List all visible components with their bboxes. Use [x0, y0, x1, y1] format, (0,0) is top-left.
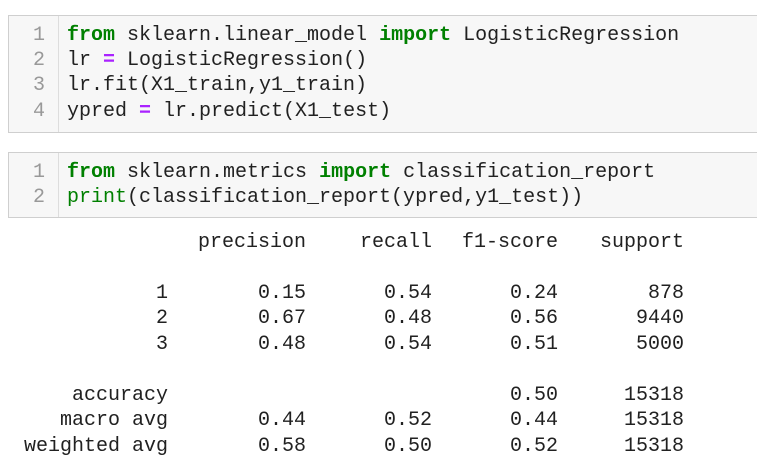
code-token: print [67, 186, 128, 209]
code-line: 4 ypred = lr.predict(X1_test) [9, 99, 757, 124]
header-recall: recall [359, 231, 432, 254]
report-precision-value: 0.44 [257, 409, 306, 432]
line-number: 2 [32, 49, 45, 72]
report-recall-value: 0.50 [383, 435, 432, 458]
report-f1-value: 0.24 [509, 282, 558, 305]
report-f1-value: 0.52 [509, 435, 558, 458]
code-text: print(classification_report(ypred,y1_tes… [67, 185, 583, 210]
code-cell-2[interactable]: 1 from sklearn.metrics import classificat… [8, 152, 757, 218]
code-line: 2 lr = LogisticRegression() [9, 48, 757, 73]
code-line: 2 print(classification_report(ypred,y1_te… [9, 185, 757, 210]
report-recall-value: 0.54 [383, 282, 432, 305]
report-support-value: 5000 [635, 333, 684, 356]
report-support-value: 9440 [635, 307, 684, 330]
code-token: import [379, 24, 452, 47]
line-number: 2 [32, 186, 45, 209]
report-f1-value: 0.50 [509, 384, 558, 407]
header-f1-score: f1-score [461, 231, 558, 254]
header-support: support [599, 231, 684, 254]
code-token: lr.predict(X1_test) [151, 100, 392, 123]
line-number: 1 [32, 24, 45, 47]
code-text: ypred = lr.predict(X1_test) [67, 99, 391, 124]
report-row-label: accuracy [71, 384, 168, 407]
code-token: sklearn.linear_model [115, 24, 380, 47]
code-token: LogisticRegression [451, 24, 680, 47]
gutter-separator [58, 153, 59, 217]
code-token: import [319, 161, 392, 184]
line-number: 1 [32, 161, 45, 184]
report-precision-value: 0.58 [257, 435, 306, 458]
code-token: ypred [67, 100, 140, 123]
report-recall-value: 0.48 [383, 307, 432, 330]
code-token: = [139, 100, 152, 123]
report-recall-value: 0.54 [383, 333, 432, 356]
report-f1-value: 0.56 [509, 307, 558, 330]
report-row-label: 1 [155, 282, 168, 305]
report-row-label: weighted avg [23, 435, 168, 458]
code-text: from sklearn.metrics import classificati… [67, 160, 655, 185]
report-support-value: 15318 [623, 409, 684, 432]
code-token: (classification_report(ypred,y1_test)) [127, 186, 584, 209]
code-cell-1[interactable]: 1 from sklearn.linear_model import Logist… [8, 15, 757, 133]
gutter-separator [58, 16, 59, 132]
code-token: lr.fit(X1_train,y1_train) [67, 74, 368, 97]
report-precision-value: 0.15 [257, 282, 306, 305]
report-recall-value: 0.52 [383, 409, 432, 432]
report-row-label: 3 [155, 333, 168, 356]
code-token: from [67, 161, 116, 184]
code-line: 3 lr.fit(X1_train,y1_train) [9, 73, 757, 98]
report-row-label: macro avg [59, 409, 168, 432]
code-line: 1 from sklearn.metrics import classificat… [9, 160, 757, 185]
code-token: sklearn.metrics [115, 161, 320, 184]
report-support-value: 878 [647, 282, 684, 305]
report-row-label: 2 [155, 307, 168, 330]
code-token: LogisticRegression() [115, 49, 368, 72]
report-support-value: 15318 [623, 384, 684, 407]
code-text: from sklearn.linear_model import Logisti… [67, 23, 679, 48]
report-precision-value: 0.48 [257, 333, 306, 356]
code-token: from [67, 24, 116, 47]
report-f1-value: 0.51 [509, 333, 558, 356]
code-token: classification_report [391, 161, 656, 184]
code-line: 1 from sklearn.linear_model import Logist… [9, 23, 757, 48]
report-support-value: 15318 [623, 435, 684, 458]
header-precision: precision [197, 231, 306, 254]
code-token: = [103, 49, 116, 72]
report-f1-value: 0.44 [509, 409, 558, 432]
code-text: lr.fit(X1_train,y1_train) [67, 73, 367, 98]
code-text: lr = LogisticRegression() [67, 48, 367, 73]
line-number: 4 [32, 100, 45, 123]
line-number: 3 [32, 74, 45, 97]
report-precision-value: 0.67 [257, 307, 306, 330]
code-token: lr [67, 49, 104, 72]
